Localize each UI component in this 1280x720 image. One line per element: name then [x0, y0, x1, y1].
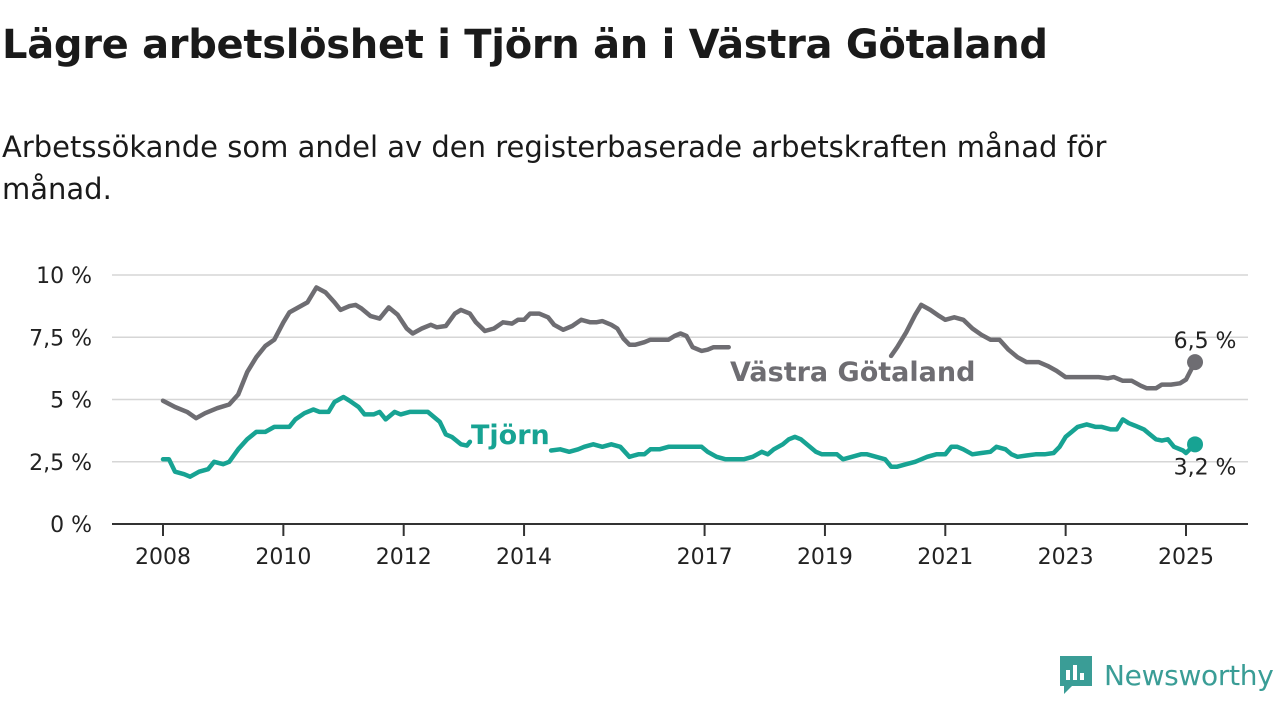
- x-tick-label: 2012: [376, 545, 432, 570]
- x-tick-label: 2019: [797, 545, 853, 570]
- y-tick-label: 10 %: [36, 264, 92, 289]
- series-line-vastra-gotaland: [888, 302, 1198, 391]
- series-label-vastra-gotaland: Västra Götaland: [730, 357, 975, 388]
- x-tick-label: 2025: [1158, 545, 1214, 570]
- chart-title: Lägre arbetslöshet i Tjörn än i Västra G…: [2, 22, 1048, 68]
- end-value-label: 6,5 %: [1174, 329, 1237, 354]
- x-axis: 2008 2010 2012 2014 2017 2019 2021 2023 2025: [112, 523, 1248, 570]
- x-tick-label: 2008: [135, 545, 191, 570]
- x-tick-label: 2014: [496, 545, 552, 570]
- series-labels: 6,5 % 3,2 % Västra Götaland Tjörn: [471, 329, 1236, 480]
- series-line-vastra-gotaland: [160, 285, 731, 421]
- end-point-marker: [1187, 436, 1204, 453]
- grid: [112, 274, 1248, 463]
- x-tick-label: 2017: [677, 545, 733, 570]
- series-line-tjorn: [160, 394, 473, 479]
- end-point-marker: [1187, 354, 1204, 371]
- series-label-tjorn: Tjörn: [471, 420, 550, 451]
- newsworthy-logo-icon: [1060, 656, 1092, 694]
- y-tick-label: 5 %: [50, 389, 92, 414]
- line-chart: 0 % 2,5 % 5 % 7,5 % 10 % 2008 2010 2012 2014 201…: [29, 264, 1248, 570]
- chart-subtitle: Arbetssökande som andel av den registerb…: [2, 130, 1107, 206]
- x-tick-label: 2010: [255, 545, 311, 570]
- brand: Newsworthy: [1058, 654, 1274, 696]
- x-tick-label: 2023: [1038, 545, 1094, 570]
- series-lines: [160, 285, 1204, 479]
- end-value-label: 3,2 %: [1174, 455, 1237, 480]
- y-tick-label: 0 %: [50, 513, 92, 538]
- x-tick-label: 2021: [917, 545, 973, 570]
- series-line-tjorn: [548, 417, 1198, 469]
- y-axis: 0 % 2,5 % 5 % 7,5 % 10 %: [29, 264, 92, 538]
- y-tick-label: 2,5 %: [29, 451, 92, 476]
- brand-name: Newsworthy: [1104, 658, 1274, 692]
- y-tick-label: 7,5 %: [29, 326, 92, 351]
